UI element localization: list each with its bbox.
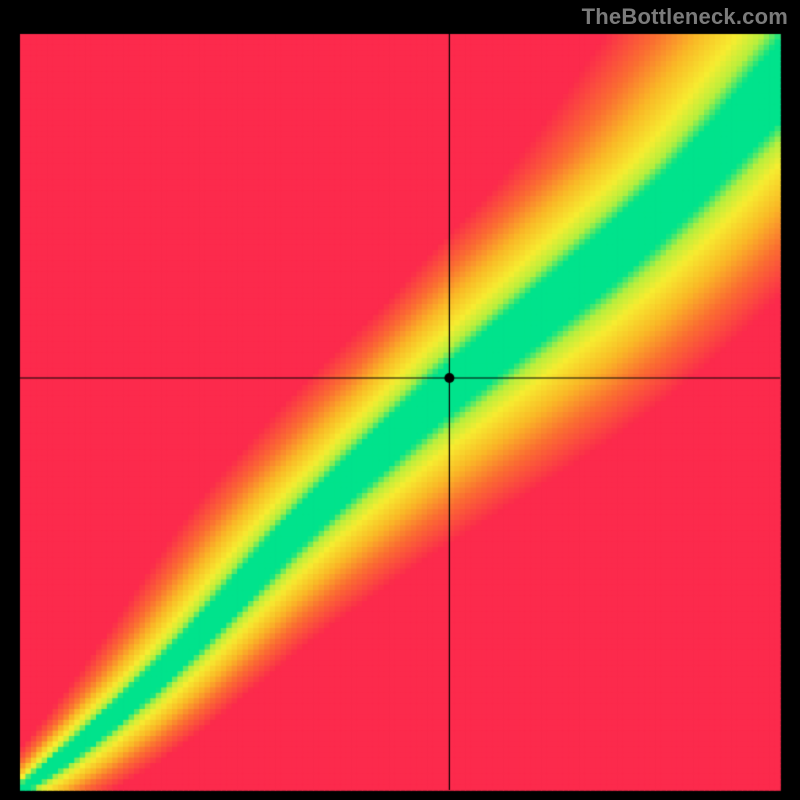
watermark-text: TheBottleneck.com bbox=[582, 4, 788, 30]
chart-container: TheBottleneck.com bbox=[0, 0, 800, 800]
bottleneck-heatmap bbox=[0, 0, 800, 800]
